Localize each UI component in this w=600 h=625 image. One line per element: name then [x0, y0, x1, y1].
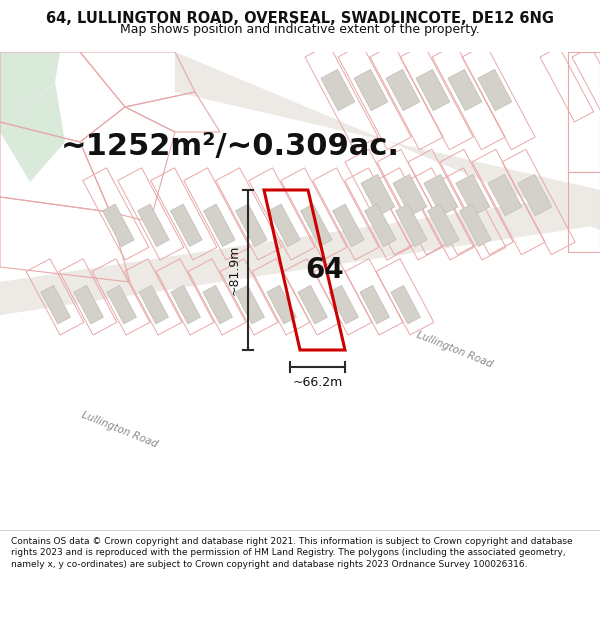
Polygon shape — [365, 204, 396, 246]
Polygon shape — [0, 82, 65, 182]
Polygon shape — [478, 69, 512, 111]
Polygon shape — [0, 192, 600, 315]
Polygon shape — [448, 69, 482, 111]
Text: Contains OS data © Crown copyright and database right 2021. This information is : Contains OS data © Crown copyright and d… — [11, 537, 572, 569]
Polygon shape — [269, 204, 300, 246]
Polygon shape — [416, 69, 450, 111]
Text: ~1252m²/~0.309ac.: ~1252m²/~0.309ac. — [61, 132, 400, 161]
Polygon shape — [203, 204, 235, 246]
Polygon shape — [321, 69, 355, 111]
Polygon shape — [391, 286, 421, 324]
Text: Map shows position and indicative extent of the property.: Map shows position and indicative extent… — [120, 23, 480, 36]
Text: 64: 64 — [305, 256, 344, 284]
Polygon shape — [103, 204, 134, 246]
Polygon shape — [354, 69, 388, 111]
Polygon shape — [301, 204, 332, 246]
Polygon shape — [518, 174, 552, 216]
Polygon shape — [428, 204, 459, 246]
Text: ~66.2m: ~66.2m — [292, 376, 343, 389]
Polygon shape — [171, 286, 200, 324]
Polygon shape — [332, 204, 364, 246]
Polygon shape — [203, 286, 232, 324]
Polygon shape — [41, 286, 70, 324]
Polygon shape — [360, 286, 389, 324]
Polygon shape — [175, 52, 600, 230]
Polygon shape — [361, 174, 395, 216]
Polygon shape — [488, 174, 522, 216]
Polygon shape — [267, 286, 296, 324]
Polygon shape — [107, 286, 136, 324]
Text: 64, LULLINGTON ROAD, OVERSEAL, SWADLINCOTE, DE12 6NG: 64, LULLINGTON ROAD, OVERSEAL, SWADLINCO… — [46, 11, 554, 26]
Polygon shape — [386, 69, 420, 111]
Polygon shape — [460, 204, 491, 246]
Polygon shape — [235, 286, 265, 324]
Polygon shape — [424, 174, 458, 216]
Text: Lullington Road: Lullington Road — [415, 330, 494, 370]
Polygon shape — [74, 286, 103, 324]
Text: Lullington Road: Lullington Road — [80, 410, 160, 450]
Polygon shape — [456, 174, 490, 216]
Polygon shape — [395, 204, 427, 246]
Polygon shape — [393, 174, 427, 216]
Polygon shape — [236, 204, 267, 246]
Polygon shape — [137, 204, 169, 246]
Polygon shape — [298, 286, 328, 324]
Text: ~81.9m: ~81.9m — [227, 245, 241, 295]
Polygon shape — [0, 52, 60, 132]
Polygon shape — [329, 286, 358, 324]
Polygon shape — [170, 204, 202, 246]
Polygon shape — [139, 286, 169, 324]
